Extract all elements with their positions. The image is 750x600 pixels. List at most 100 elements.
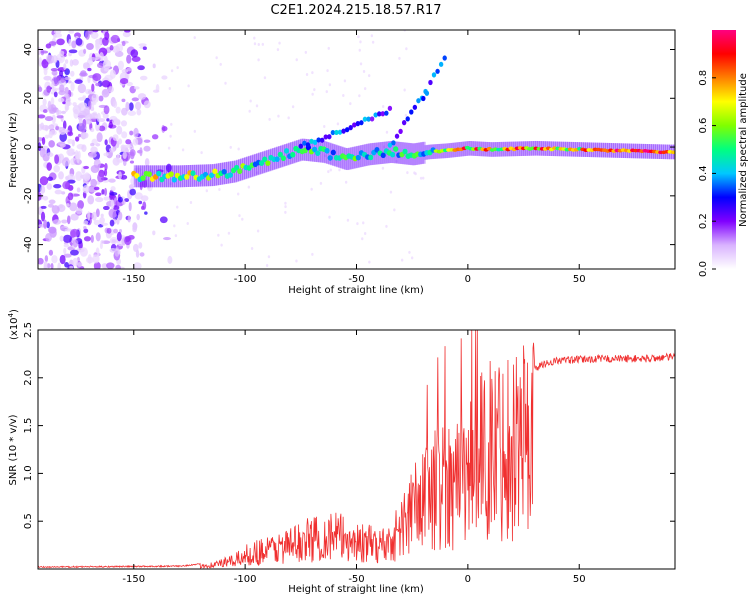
spectrogram-noise-blob [169,182,172,186]
spectrogram-noise-blob [50,262,54,269]
spectrogram-noise-blob [71,59,79,66]
snr-series-line [38,330,675,569]
spectrogram-noise-blob [106,118,110,122]
spectrogram-noise-blob [218,188,221,192]
spectrogram-noise-blob [422,176,425,180]
spectrogram-noise-blob [59,235,64,242]
spectrogram-noise-blob [310,187,313,191]
spectrogram-noise-blob [126,81,133,87]
spectrogram-ridge-blob [330,149,336,156]
spectrogram-branch-blob [344,127,350,133]
snr-x-tick-label: -50 [348,574,364,585]
spectrogram-branch-blob [330,129,336,136]
spectrogram-ridge-halo [268,149,272,172]
spectrogram-noise-blob [41,124,50,131]
spectrogram-ridge-blob [380,152,386,159]
spectrogram-noise-blob [255,171,259,175]
spectrogram-noise-blob [51,55,58,64]
spectrogram-noise-blob [139,252,145,257]
spectrogram-noise-blob [400,258,404,262]
spectrogram-noise-blob [115,106,121,114]
spectrogram-noise-blob [70,81,75,92]
spectrogram-noise-blob [362,221,365,225]
spectrogram-ridge-blob [368,154,374,161]
spectrogram-noise-blob [41,136,46,145]
spectrogram-ridge-blob [190,170,196,177]
spectrogram-noise-blob [77,262,83,267]
spectrogram-noise-blob [101,80,111,88]
spectrogram-noise-blob [370,34,374,38]
spectrogram-noise-blob [133,262,142,269]
spectrogram-noise-blob [142,201,147,210]
spectrogram-noise-blob [38,46,41,55]
spectrogram-noise-blob [46,162,52,171]
spectrogram-ridge-halo [159,165,164,188]
spectrogram-noise-blob [126,67,132,72]
spectrogram-ridge-halo [225,161,230,184]
spectrogram-noise-blob [112,134,119,141]
spectrogram-noise-blob [113,228,119,234]
spectrogram-noise-blob [86,256,94,264]
spectrogram-noise-blob [83,48,87,54]
spectrogram-noise-blob [71,40,77,49]
spectrogram-noise-blob [83,165,90,170]
spectrogram-noise-blob [61,157,70,167]
spectrogram-noise-blob [144,158,150,167]
spectrogram-noise-blob [132,225,137,233]
spectrogram-noise-blob [311,252,314,256]
spectrogram-noise-blob [165,163,172,173]
spectrogram-noise-blob [344,180,348,184]
spectrogram-ridge-blob [393,146,399,152]
spectrogram-noise-blob [64,76,71,81]
spectrogram-noise-blob [173,224,176,228]
spectrogram-ridge-halo [284,144,288,166]
spectrogram-branch-blob [337,129,343,135]
spectrogram-noise-blob [119,229,123,233]
spectrogram-ridge-blob [146,171,152,177]
spectrogram-noise-blob [63,63,67,71]
spectrogram-noise-blob [137,93,147,100]
spectrogram-noise-blob [129,130,134,136]
spectrogram-noise-blob [46,263,51,269]
spectrogram-noise-blob [40,211,46,222]
spectrogram-noise-blob [200,151,203,155]
spectrogram-ridge-blob [227,172,234,178]
spectrogram-noise-blob [64,59,69,64]
spectrogram-noise-blob [87,67,92,72]
spectrogram-noise-blob [250,246,254,250]
spectrogram-branch-blob [416,98,421,104]
spectrogram-noise-blob [109,192,118,196]
spectrogram-noise-blob [108,121,113,129]
spectrogram-x-tick-label: 50 [573,274,586,285]
spectrogram-noise-blob [85,30,90,40]
spectrogram-branch-blob [298,143,304,149]
spectrogram-noise-blob [45,233,52,242]
spectrogram-noise-blob [121,199,126,205]
spectrogram-noise-blob [128,184,134,190]
spectrogram-noise-blob [186,222,189,226]
spectrogram-noise-blob [319,181,323,185]
spectrogram-y-tick-label: 20 [23,92,34,105]
spectrogram-noise-blob [139,75,148,81]
spectrogram-noise-blob [51,205,60,214]
spectrogram-noise-blob [91,83,95,92]
spectrogram-branch-blob [316,137,321,143]
spectrogram-noise-blob [342,94,345,98]
spectrogram-branch-blob [380,111,385,117]
spectrogram-ridge-blob [670,150,675,155]
spectrogram-ridge-halo [143,165,147,188]
spectrogram-branch-blob [442,55,447,61]
spectrogram-noise-blob [62,234,72,243]
spectrogram-noise-blob [88,57,97,61]
spectrogram-noise-blob [87,211,91,221]
spectrogram-noise-blob [257,58,260,62]
spectrogram-branch-blob [309,138,314,144]
spectrogram-y-tick-label: -40 [23,236,34,252]
spectrogram-ridge-halo [197,164,202,187]
spectrogram-noise-blob [83,236,92,242]
spectrogram-noise-blob [51,255,58,264]
spectrogram-noise-blob [79,247,88,257]
spectrogram-ridge-halo [286,143,290,166]
spectrogram-noise-blob [115,264,121,269]
spectrogram-noise-blob [78,102,88,108]
